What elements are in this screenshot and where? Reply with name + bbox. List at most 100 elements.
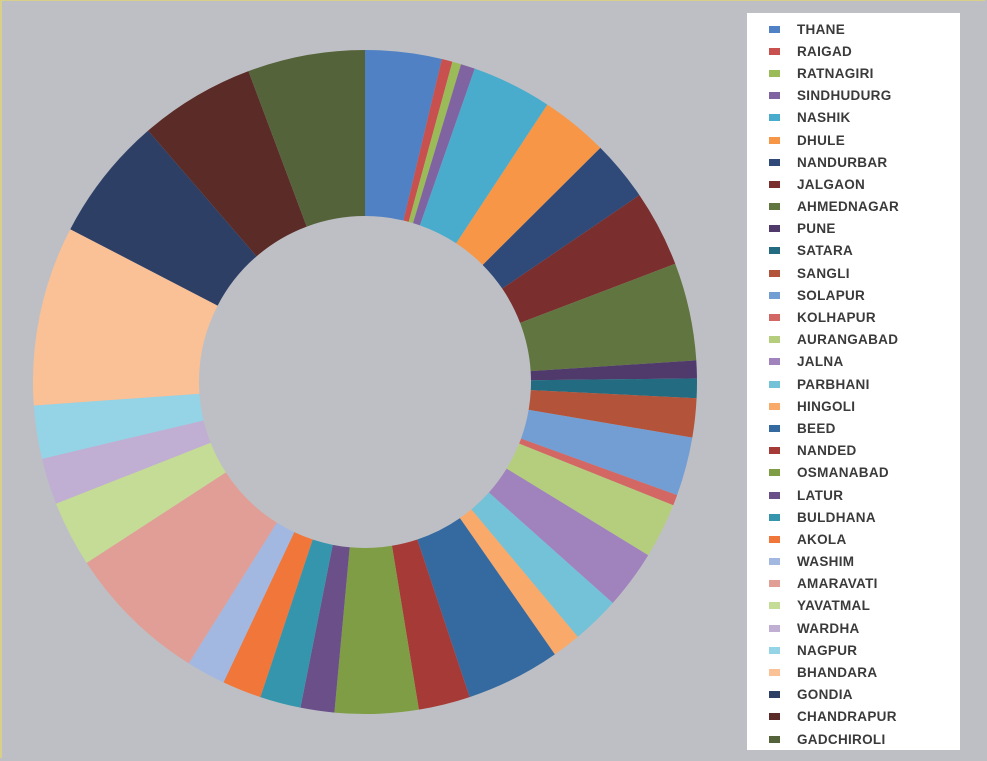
legend-item-gadchiroli: GADCHIROLI	[769, 728, 960, 750]
legend-label: WARDHA	[797, 620, 860, 636]
legend-swatch	[769, 180, 780, 188]
legend-swatch	[769, 314, 780, 322]
legend-item-amaravati: AMARAVATI	[769, 573, 960, 595]
legend-item-nagpur: NAGPUR	[769, 639, 960, 661]
legend-label: CHANDRAPUR	[797, 709, 897, 725]
donut-slice-jalgaon	[502, 195, 676, 323]
legend-item-buldhana: BULDHANA	[769, 506, 960, 528]
donut-slice-buldhana	[260, 539, 333, 708]
legend-label: THANE	[797, 21, 845, 37]
donut-slice-ratnagiri	[408, 61, 462, 224]
legend-label: SATARA	[797, 243, 854, 259]
donut-slice-chandrapur	[148, 71, 307, 257]
legend-swatch	[769, 92, 780, 100]
donut-slice-gadchiroli	[248, 50, 365, 227]
legend-label: HINGOLI	[797, 398, 856, 414]
legend-swatch	[769, 646, 780, 654]
legend-swatch	[769, 336, 780, 344]
legend-item-aurangabad: AURANGABAD	[769, 329, 960, 351]
donut-slice-sindhudurg	[413, 64, 475, 226]
legend-swatch	[769, 424, 780, 432]
legend-label: AMARAVATI	[797, 576, 878, 592]
legend-item-gondia: GONDIA	[769, 684, 960, 706]
legend-item-jalgaon: JALGAON	[769, 173, 960, 195]
legend-item-nandurbar: NANDURBAR	[769, 151, 960, 173]
legend-label: GONDIA	[797, 687, 853, 703]
donut-slice-pune	[530, 360, 697, 381]
donut-slice-osmanabad	[334, 545, 419, 714]
legend-label: BHANDARA	[797, 665, 878, 681]
legend-item-sangli: SANGLI	[769, 262, 960, 284]
legend-label: AURANGABAD	[797, 332, 899, 348]
legend-label: SOLAPUR	[797, 287, 866, 303]
legend-swatch	[769, 25, 780, 33]
legend-swatch	[769, 713, 780, 721]
donut-slice-jalna	[488, 468, 649, 603]
legend-swatch	[769, 558, 780, 566]
legend-item-ratnagiri: RATNAGIRI	[769, 62, 960, 84]
legend-item-satara: SATARA	[769, 240, 960, 262]
donut-chart	[33, 50, 698, 714]
donut-slice-nandurbar	[482, 147, 640, 289]
donut-slice-aurangabad	[506, 443, 674, 556]
donut-slice-kolhapur	[519, 438, 678, 506]
legend-swatch	[769, 669, 780, 677]
donut-slice-hingoli	[459, 509, 578, 655]
legend-swatch	[769, 624, 780, 632]
legend-item-yavatmal: YAVATMAL	[769, 595, 960, 617]
donut-slice-beed	[417, 518, 555, 698]
legend-swatch	[769, 136, 780, 144]
legend-label: SANGLI	[797, 265, 850, 281]
donut-slice-washim	[188, 522, 295, 683]
legend-item-wardha: WARDHA	[769, 617, 960, 639]
donut-slice-parbhani	[471, 492, 613, 637]
donut-slice-solapur	[521, 409, 693, 496]
legend-label: PARBHANI	[797, 376, 870, 392]
legend-label: JALGAON	[797, 176, 866, 192]
legend-swatch	[769, 380, 780, 388]
legend-swatch	[769, 491, 780, 499]
legend-swatch	[769, 47, 780, 55]
legend-label: GADCHIROLI	[797, 731, 886, 747]
legend-item-nanded: NANDED	[769, 440, 960, 462]
donut-slice-yavatmal	[56, 442, 226, 563]
legend-item-osmanabad: OSMANABAD	[769, 462, 960, 484]
legend-label: YAVATMAL	[797, 598, 871, 614]
donut-slice-amaravati	[86, 472, 277, 664]
legend-swatch	[769, 469, 780, 477]
legend-swatch	[769, 247, 780, 255]
donut-slice-gondia	[70, 130, 257, 306]
legend-item-kolhapur: KOLHAPUR	[769, 306, 960, 328]
legend-swatch	[769, 691, 780, 699]
legend-item-sindhudurg: SINDHUDURG	[769, 85, 960, 107]
legend-swatch	[769, 358, 780, 366]
legend-item-nashik: NASHIK	[769, 107, 960, 129]
donut-slice-thane	[365, 50, 442, 221]
donut-slice-nashik	[419, 68, 548, 244]
donut-slice-latur	[300, 544, 350, 713]
legend-swatch	[769, 225, 780, 233]
legend-item-parbhani: PARBHANI	[769, 373, 960, 395]
legend-label: RAIGAD	[797, 43, 853, 59]
legend-swatch	[769, 602, 780, 610]
legend-label: NASHIK	[797, 110, 851, 126]
legend-label: DHULE	[797, 132, 845, 148]
donut-slice-dhule	[456, 104, 601, 265]
legend-swatch	[769, 580, 780, 588]
legend-label: LATUR	[797, 487, 844, 503]
legend-item-akola: AKOLA	[769, 528, 960, 550]
legend-label: OSMANABAD	[797, 465, 889, 481]
legend-label: KOLHAPUR	[797, 310, 876, 326]
legend-label: PUNE	[797, 221, 836, 237]
legend-label: BEED	[797, 420, 836, 436]
legend-swatch	[769, 535, 780, 543]
legend-item-jalna: JALNA	[769, 351, 960, 373]
donut-slice-raigad	[403, 59, 453, 222]
legend-label: JALNA	[797, 354, 844, 370]
legend-label: AHMEDNAGAR	[797, 199, 899, 215]
legend-item-bhandara: BHANDARA	[769, 661, 960, 683]
legend-item-pune: PUNE	[769, 218, 960, 240]
legend-label: AKOLA	[797, 531, 847, 547]
legend-item-dhule: DHULE	[769, 129, 960, 151]
